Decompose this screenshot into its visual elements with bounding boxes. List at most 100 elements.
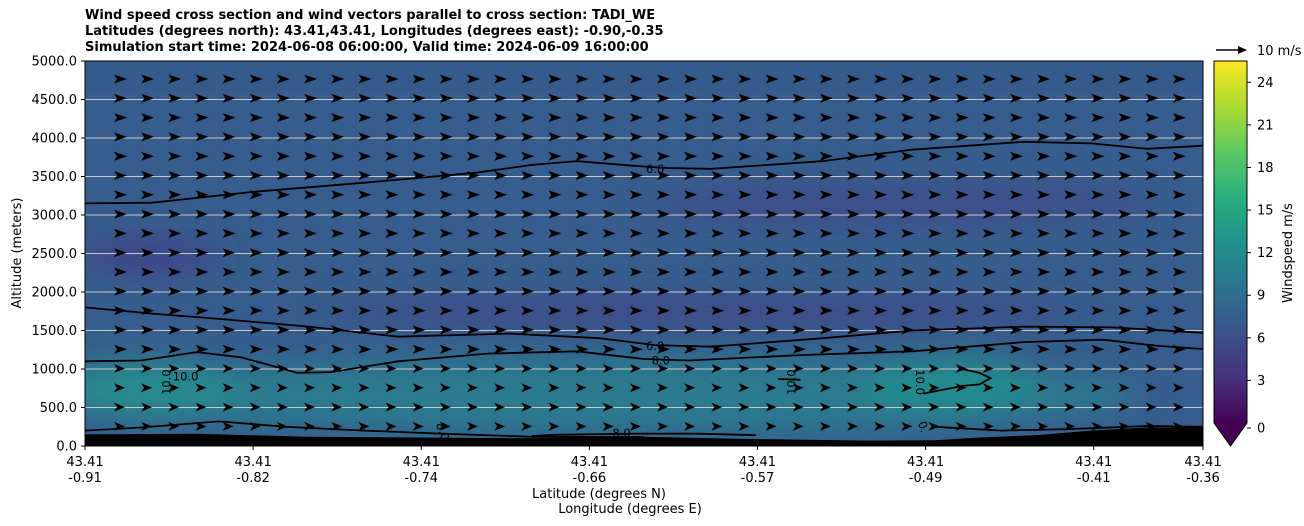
wind-vector-arrow: [168, 383, 180, 393]
wind-vector-arrow: [765, 113, 779, 123]
wind-vector-arrow: [657, 190, 670, 200]
wind-vector-arrow: [629, 267, 643, 277]
wind-vector-arrow: [222, 151, 236, 161]
wind-vector-arrow: [195, 325, 209, 335]
wind-vector-arrow: [331, 344, 345, 354]
wind-vector-arrow: [141, 344, 155, 354]
wind-vector-arrow: [819, 74, 833, 84]
wind-vector-arrow: [1091, 306, 1105, 316]
wind-vector-arrow: [982, 93, 996, 103]
wind-vector-arrow: [1064, 74, 1078, 84]
wind-vector-arrow: [1037, 209, 1051, 219]
wind-vector-arrow: [114, 286, 127, 296]
wind-vector-arrow: [385, 132, 399, 142]
wind-vector-arrow: [466, 151, 480, 161]
wind-vector-arrow: [955, 402, 967, 412]
wind-vector-arrow: [141, 93, 155, 103]
wind-vector-arrow: [874, 402, 886, 412]
x-tick-latitude: 43.41: [739, 455, 776, 470]
wind-vector-arrow: [847, 364, 859, 373]
wind-vector-arrow: [629, 364, 641, 373]
title-line-1: Wind speed cross section and wind vector…: [85, 8, 656, 23]
wind-vector-arrow: [575, 74, 589, 84]
x-tick-latitude: 43.41: [403, 455, 440, 470]
wind-vector-arrow: [358, 344, 372, 354]
wind-vector-arrow: [575, 267, 589, 277]
wind-vector-arrow: [276, 325, 290, 335]
wind-vector-arrow: [412, 383, 424, 393]
wind-vector-arrow: [331, 171, 345, 180]
wind-vector-arrow: [629, 325, 643, 335]
wind-vector-arrow: [548, 306, 562, 316]
wind-vector-arrow: [1037, 113, 1051, 123]
wind-vector-arrow: [385, 113, 399, 123]
quiver-key: 10 m/s: [1216, 44, 1302, 59]
wind-vector-arrow: [928, 171, 942, 180]
wind-vector-arrow: [168, 364, 180, 373]
wind-vector-arrow: [982, 383, 994, 393]
wind-vector-arrow: [901, 402, 913, 412]
wind-vector-arrow: [1118, 209, 1132, 219]
wind-vector-arrow: [819, 228, 833, 238]
wind-vector-arrow: [276, 93, 290, 103]
wind-vector-arrow: [385, 421, 397, 431]
wind-vector-arrow: [955, 228, 969, 238]
wind-vector-arrow: [521, 190, 535, 200]
wind-vector-arrow: [358, 228, 372, 238]
wind-vector-arrow: [1172, 248, 1186, 258]
y-tick-label: 3500.0: [32, 170, 78, 185]
wind-vector-arrow: [819, 209, 833, 219]
y-tick-label: 1500.0: [32, 324, 78, 339]
wind-vector-arrow: [276, 267, 290, 277]
wind-vector-arrow: [358, 248, 372, 258]
wind-vector-arrow: [1118, 267, 1132, 277]
wind-vector-arrow: [141, 74, 155, 84]
wind-vector-arrow: [738, 344, 752, 354]
wind-vector-arrow: [819, 364, 831, 373]
wind-vector-arrow: [276, 402, 288, 412]
wind-vector-arrow: [575, 383, 587, 393]
wind-vector-arrow: [1091, 383, 1103, 393]
quiver-key-label: 10 m/s: [1257, 44, 1302, 59]
colorbar-tick-label: 3: [1257, 374, 1265, 389]
wind-vector-arrow: [222, 171, 236, 180]
wind-vector-arrow: [684, 402, 696, 412]
wind-vector-arrow: [1172, 113, 1186, 123]
wind-vector-arrow: [765, 209, 779, 219]
wind-vector-arrow: [955, 364, 967, 373]
contour-label-text: 6.0: [646, 162, 664, 176]
wind-vector-arrow: [684, 151, 698, 161]
contour-lines: [85, 140, 1203, 438]
wind-vector-arrow: [684, 421, 696, 431]
wind-vector-arrow: [276, 132, 290, 142]
wind-vector-arrow: [982, 171, 996, 180]
wind-vector-arrow: [1091, 402, 1103, 412]
wind-vector-arrow: [602, 151, 616, 161]
x-tick-longitude: -0.41: [1077, 471, 1111, 486]
wind-vector-arrow: [765, 383, 777, 393]
wind-vector-arrow: [928, 113, 942, 123]
wind-vector-arrow: [738, 383, 750, 393]
contour-labels: 6.06.08.010.010.0 10.0 10.08.0 8.0 0.: [160, 162, 932, 443]
wind-vector-arrow: [466, 364, 478, 373]
wind-vector-arrow: [1172, 171, 1186, 180]
wind-vector-arrow: [901, 209, 915, 219]
wind-vector-arrow: [1037, 364, 1049, 373]
wind-vector-arrow: [1009, 325, 1023, 335]
contour-label-text: 8.0: [652, 354, 670, 368]
wind-vector-arrow: [358, 364, 370, 373]
wind-vector-arrow: [874, 248, 888, 258]
contour-line-8: [85, 420, 645, 438]
contour-label-text: 8.0: [612, 426, 630, 440]
wind-vector-arrow: [494, 248, 508, 258]
wind-vector-arrow: [982, 248, 996, 258]
wind-vector-arrow: [1064, 286, 1078, 296]
wind-vector-arrow: [168, 132, 182, 142]
wind-vector-arrow: [1037, 171, 1051, 180]
wind-vector-arrow: [141, 248, 155, 258]
wind-vector-arrow: [439, 286, 453, 296]
wind-vector-arrow: [1009, 383, 1021, 393]
wind-vector-arrow: [439, 113, 453, 123]
wind-vector-arrow: [1145, 286, 1159, 296]
wind-vector-arrow: [276, 364, 288, 373]
